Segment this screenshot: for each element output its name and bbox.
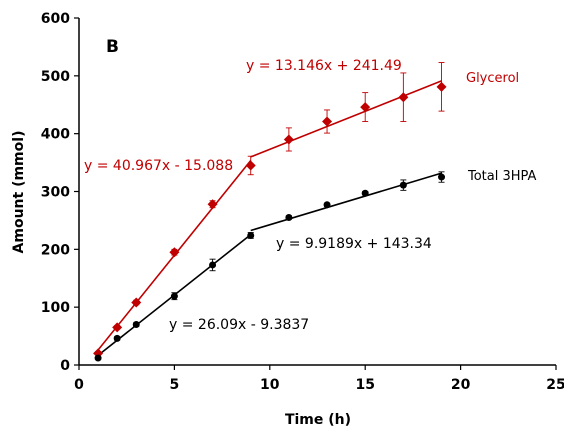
data-point-glycerol: [322, 116, 333, 127]
data-point-total-3hpa: [113, 334, 121, 342]
y-tick-label: 500: [41, 69, 70, 85]
ticks: 0 5 10 15 20 25 0 100 200 300 400 500 600: [41, 11, 564, 393]
data-point-total-3hpa: [438, 173, 446, 181]
chart-marks: [93, 62, 447, 362]
data-point-glycerol: [112, 322, 123, 333]
x-tick-label: 5: [170, 377, 180, 393]
x-tick-label: 20: [451, 377, 471, 393]
y-tick-label: 0: [60, 358, 70, 374]
x-axis-title: Time (h): [285, 412, 351, 428]
trend-line: [250, 80, 442, 158]
x-tick-label: 15: [355, 377, 374, 393]
x-tick-label: 25: [546, 377, 564, 393]
data-point-total-3hpa: [399, 181, 407, 189]
y-axis-title: Amount (mmol): [11, 131, 27, 254]
series-label-total-3hpa: Total 3HPA: [467, 169, 537, 184]
data-point-total-3hpa: [132, 321, 140, 329]
y-tick-label: 400: [41, 127, 70, 143]
trend-line: [250, 172, 442, 232]
data-point-glycerol: [207, 199, 218, 210]
data-point-glycerol: [169, 247, 180, 258]
data-point-total-3hpa: [94, 354, 102, 362]
data-point-glycerol: [360, 102, 371, 113]
data-point-total-3hpa: [285, 214, 293, 222]
data-point-glycerol: [436, 81, 447, 92]
series-label-glycerol: Glycerol: [466, 71, 519, 86]
y-tick-label: 600: [41, 11, 70, 27]
data-point-total-3hpa: [170, 292, 178, 300]
data-point-total-3hpa: [361, 189, 369, 197]
data-point-glycerol: [245, 160, 256, 171]
equation-3hpa-phase-1: y = 26.09x - 9.3837: [169, 317, 309, 333]
y-tick-label: 100: [41, 300, 70, 316]
data-point-total-3hpa: [209, 261, 217, 269]
data-point-total-3hpa: [323, 201, 331, 209]
x-tick-label: 10: [260, 377, 280, 393]
y-tick-label: 300: [41, 185, 70, 201]
data-point-glycerol: [398, 92, 409, 103]
data-point-glycerol: [283, 134, 294, 145]
x-tick-label: 0: [74, 377, 84, 393]
data-point-total-3hpa: [247, 231, 255, 239]
equation-3hpa-phase-2: y = 9.9189x + 143.34: [276, 236, 432, 252]
y-tick-label: 200: [41, 242, 70, 258]
equation-glycerol-phase-2: y = 13.146x + 241.49: [246, 58, 402, 74]
panel-label: B: [106, 37, 119, 57]
data-point-glycerol: [131, 297, 142, 308]
equation-glycerol-phase-1: y = 40.967x - 15.088: [84, 158, 233, 174]
